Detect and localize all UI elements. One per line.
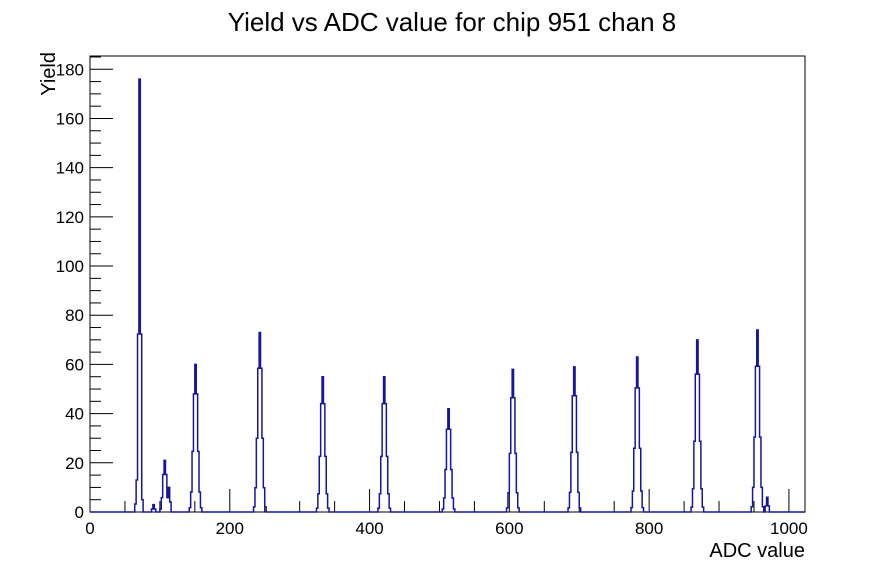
axis-ticks bbox=[89, 56, 790, 513]
x-tick-label: 200 bbox=[216, 519, 244, 538]
y-tick-label: 120 bbox=[56, 208, 84, 227]
y-tick-label: 180 bbox=[56, 60, 84, 79]
y-tick-label: 160 bbox=[56, 109, 84, 128]
x-tick-label: 0 bbox=[85, 519, 94, 538]
plot-frame bbox=[89, 55, 806, 513]
y-tick-label: 140 bbox=[56, 159, 84, 178]
x-tick-label: 1000 bbox=[770, 519, 808, 538]
y-tick-label: 100 bbox=[56, 257, 84, 276]
y-tick-label: 60 bbox=[65, 355, 84, 374]
y-tick-label: 0 bbox=[75, 503, 84, 522]
x-tick-label: 600 bbox=[495, 519, 523, 538]
axis-tick-labels: 0 200 400 600 800 1000 0 20 40 60 80 100 120 140 160 18… bbox=[56, 60, 808, 538]
histogram-line bbox=[90, 78, 805, 513]
y-tick-label: 20 bbox=[65, 454, 84, 473]
y-tick-label: 80 bbox=[65, 306, 84, 325]
chart-title: Yield vs ADC value for chip 951 chan 8 bbox=[228, 7, 677, 37]
y-axis-title: Yield bbox=[38, 52, 60, 96]
y-tick-label: 40 bbox=[65, 405, 84, 424]
x-tick-label: 400 bbox=[355, 519, 383, 538]
x-axis-title: ADC value bbox=[709, 540, 805, 562]
x-tick-label: 800 bbox=[635, 519, 663, 538]
